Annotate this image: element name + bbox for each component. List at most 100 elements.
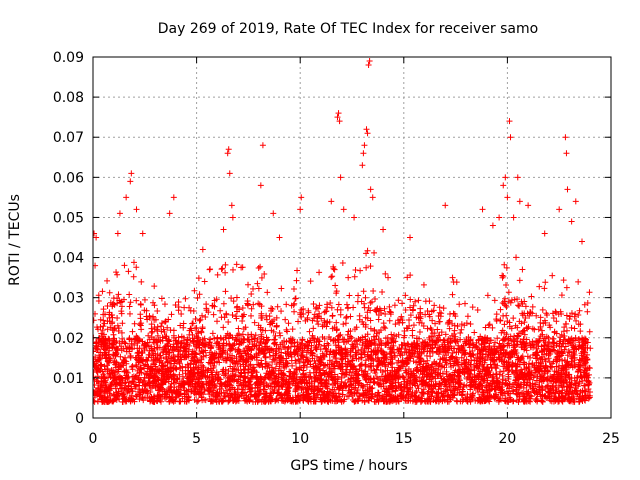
data-point <box>343 313 350 320</box>
data-point <box>175 340 182 347</box>
data-point <box>554 357 561 364</box>
data-point <box>168 389 175 396</box>
data-point <box>375 398 382 405</box>
data-point <box>194 364 201 371</box>
data-point <box>100 371 107 378</box>
data-point <box>491 386 498 393</box>
data-point <box>413 365 420 372</box>
data-point <box>136 382 143 389</box>
data-point <box>285 385 292 392</box>
data-point <box>97 316 104 323</box>
data-point <box>513 386 520 393</box>
data-point <box>494 362 501 369</box>
data-point <box>278 308 285 315</box>
data-point <box>495 343 502 350</box>
data-point <box>230 342 237 349</box>
data-point <box>568 324 575 331</box>
data-point <box>512 377 519 384</box>
data-point <box>371 249 378 256</box>
data-point <box>324 348 331 355</box>
data-point <box>262 374 269 381</box>
data-point <box>130 259 137 266</box>
data-point <box>566 315 573 322</box>
data-point <box>567 398 574 405</box>
data-point <box>298 387 305 394</box>
data-point <box>406 346 413 353</box>
data-point <box>343 350 350 357</box>
data-point <box>199 325 206 332</box>
data-point <box>116 363 123 370</box>
data-point <box>395 398 402 405</box>
data-point <box>109 398 116 405</box>
data-point <box>127 299 134 306</box>
data-point <box>360 383 367 390</box>
data-point <box>226 397 233 404</box>
data-point <box>500 363 507 370</box>
data-point <box>327 299 334 306</box>
data-point <box>476 358 483 365</box>
data-point <box>227 363 234 370</box>
data-point <box>550 378 557 385</box>
data-point <box>560 277 567 284</box>
data-point <box>264 289 271 296</box>
data-point <box>161 388 168 395</box>
data-point <box>101 320 108 327</box>
data-point <box>331 394 338 401</box>
data-point <box>471 357 478 364</box>
data-point <box>306 328 313 335</box>
data-point <box>543 376 550 383</box>
data-point <box>518 344 525 351</box>
data-point <box>330 390 337 397</box>
data-point <box>563 312 570 319</box>
data-point <box>335 333 342 340</box>
data-point <box>349 397 356 404</box>
data-point <box>456 301 463 308</box>
data-point <box>289 326 296 333</box>
data-point <box>501 261 508 268</box>
data-point <box>378 309 385 316</box>
data-point <box>283 326 290 333</box>
data-point <box>411 392 418 399</box>
data-point <box>266 372 273 379</box>
data-point <box>279 356 286 363</box>
data-point <box>473 343 480 350</box>
data-point <box>482 344 489 351</box>
data-point <box>263 390 270 397</box>
data-point <box>122 340 129 347</box>
data-point <box>300 392 307 399</box>
data-point <box>143 313 150 320</box>
data-point <box>101 390 108 397</box>
data-point <box>157 386 164 393</box>
data-point <box>338 346 345 353</box>
data-point <box>400 384 407 391</box>
data-point <box>189 369 196 376</box>
data-point <box>151 302 158 309</box>
data-point <box>213 369 220 376</box>
data-point <box>368 391 375 398</box>
data-point <box>216 386 223 393</box>
data-point <box>97 341 104 348</box>
data-point <box>351 273 358 280</box>
data-point <box>266 392 273 399</box>
data-point <box>179 373 186 380</box>
data-point <box>321 317 328 324</box>
data-point <box>216 359 223 366</box>
data-point <box>344 305 351 312</box>
data-point <box>248 305 255 312</box>
data-point <box>214 377 221 384</box>
data-point <box>499 372 506 379</box>
data-point <box>134 350 141 357</box>
data-point <box>385 274 392 281</box>
data-point <box>466 344 473 351</box>
data-point <box>373 308 380 315</box>
data-point <box>281 343 288 350</box>
data-point <box>432 365 439 372</box>
data-point <box>277 332 284 339</box>
data-point <box>525 360 532 367</box>
data-point <box>177 354 184 361</box>
data-point <box>474 354 481 361</box>
data-point <box>476 346 483 353</box>
data-point <box>507 299 514 306</box>
data-point <box>318 357 325 364</box>
data-point <box>309 332 316 339</box>
